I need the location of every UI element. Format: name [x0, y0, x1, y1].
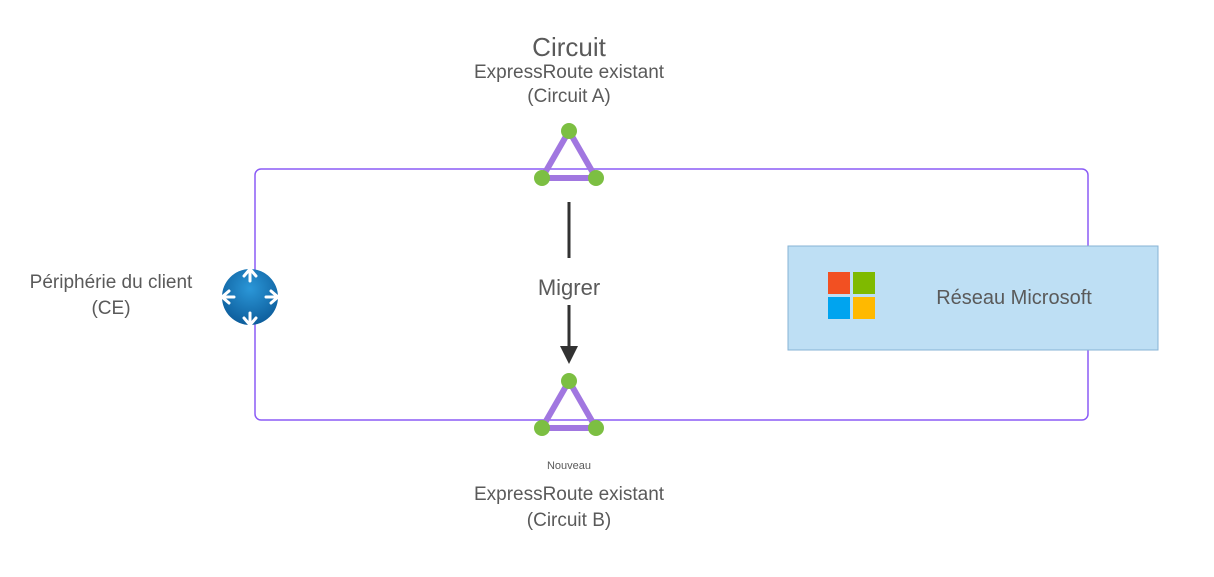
left-label-line2: (CE) — [91, 298, 130, 320]
ms-network-label: Réseau Microsoft — [936, 287, 1092, 310]
title-line1: Circuit — [532, 32, 606, 63]
bottom-label-line1: Nouveau — [547, 460, 591, 472]
expressroute-triangle-bottom-icon — [534, 373, 604, 436]
title-line2: ExpressRoute existant — [474, 62, 664, 84]
title-line3: (Circuit A) — [527, 86, 610, 108]
expressroute-triangle-top-icon — [534, 123, 604, 186]
router-icon — [222, 269, 278, 325]
bottom-label-line2: ExpressRoute existant — [474, 484, 664, 506]
migrer-label: Migrer — [538, 275, 600, 301]
bottom-label-line3: (Circuit B) — [527, 510, 611, 532]
diagram-canvas: Circuit ExpressRoute existant (Circuit A… — [0, 0, 1214, 572]
left-label-line1: Périphérie du client — [30, 272, 193, 294]
